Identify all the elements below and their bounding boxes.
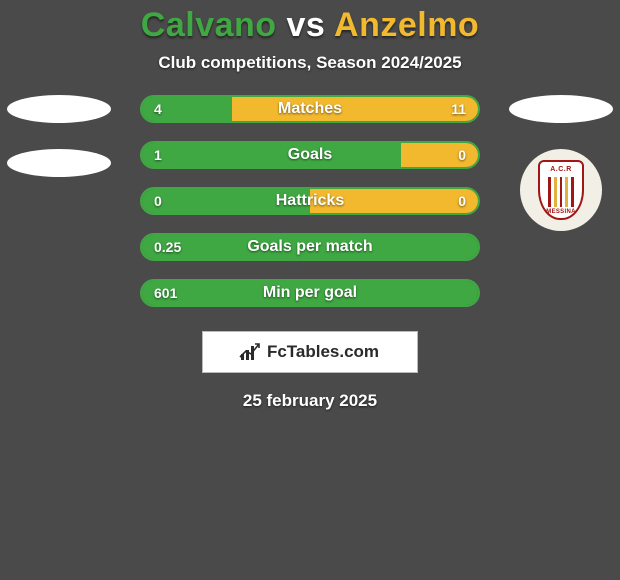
bar-right-fill (310, 189, 478, 213)
title-player1: Calvano (141, 6, 277, 44)
date-text: 25 february 2025 (0, 391, 620, 411)
left-oval-1 (7, 95, 111, 123)
brand-text: FcTables.com (267, 342, 379, 362)
bar-chart-icon (241, 344, 261, 360)
left-logo-column (4, 95, 114, 177)
subtitle: Club competitions, Season 2024/2025 (0, 53, 620, 73)
right-oval-1 (509, 95, 613, 123)
club-badge-shield: A.C.R MESSINA (538, 160, 584, 220)
bar-left-fill (142, 97, 232, 121)
badge-top-text: A.C.R (550, 166, 572, 173)
bar-left-fill (142, 143, 401, 167)
stat-bar: Hattricks00 (140, 187, 480, 215)
right-logo-column: A.C.R MESSINA (506, 95, 616, 231)
bar-right-fill (232, 97, 478, 121)
trend-line-icon (239, 342, 261, 360)
content-wrapper: Calvano vs Anzelmo Club competitions, Se… (0, 0, 620, 411)
title-player2: Anzelmo (334, 6, 479, 44)
bar-left-fill (142, 189, 310, 213)
page-title: Calvano vs Anzelmo (0, 6, 620, 45)
bar-left-fill (142, 235, 478, 259)
stat-bar: Goals per match0.25 (140, 233, 480, 261)
stat-bar: Goals10 (140, 141, 480, 169)
bars-container: Matches411 Goals10 Hattricks00 Goals per ma… (140, 95, 480, 307)
badge-stripes (548, 177, 574, 207)
badge-bottom-text: MESSINA (546, 209, 575, 215)
stats-area: A.C.R MESSINA Matches411 Goals10 Hattricks… (0, 95, 620, 307)
stat-bar: Min per goal601 (140, 279, 480, 307)
left-oval-2 (7, 149, 111, 177)
stat-bar: Matches411 (140, 95, 480, 123)
brand-box: FcTables.com (202, 331, 418, 373)
bar-left-fill (142, 281, 478, 305)
club-badge-messina: A.C.R MESSINA (520, 149, 602, 231)
title-vs: vs (287, 6, 326, 44)
bar-right-fill (401, 143, 478, 167)
